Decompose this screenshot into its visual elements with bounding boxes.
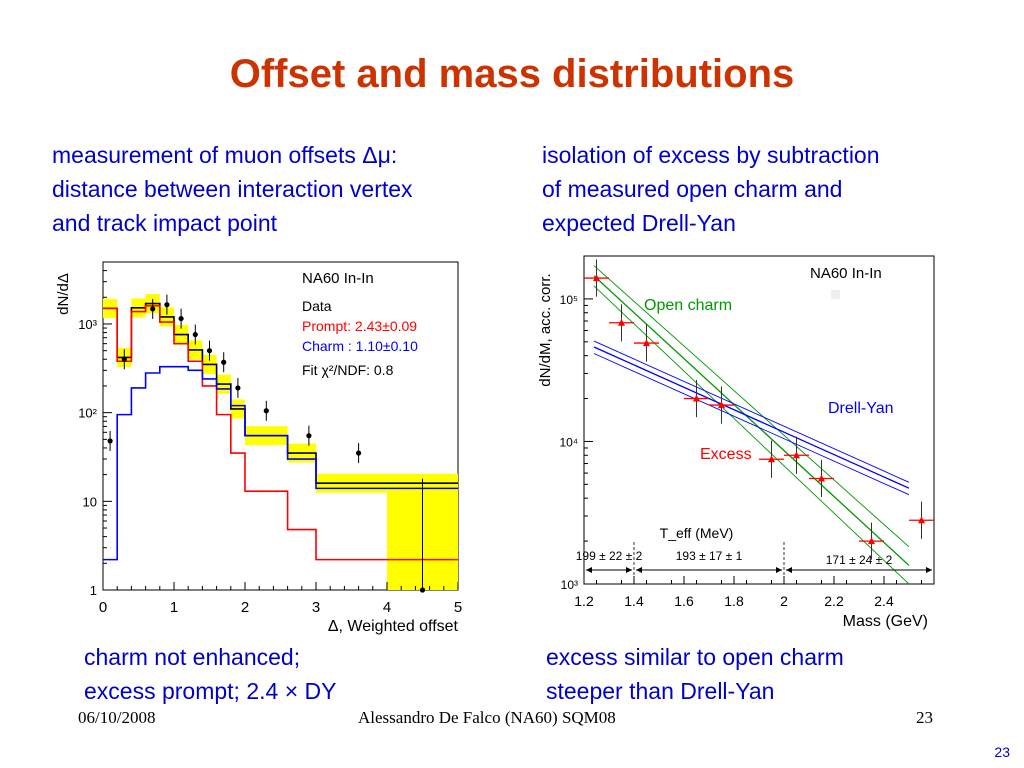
mass-spectrum-chart: 1.2 1.4 1.6 1.8 2 2.2 2.4 10³ 10⁴ 10⁵ 199 ± 22 ± 2… — [537, 255, 935, 630]
legend-fit: Fit χ²/NDF: 0.8 — [302, 362, 394, 378]
legend-data: Data — [302, 298, 332, 314]
left-caption-line: charm not enhanced; — [84, 644, 301, 670]
right-description-line: expected Drell-Yan — [542, 210, 736, 236]
excess-data-point — [618, 318, 625, 326]
right-caption-line: excess similar to open charm — [546, 644, 844, 670]
x-tick-label: 2 — [780, 593, 788, 609]
y-axis-label: dN/dM, acc. corr. — [537, 273, 554, 386]
y-tick-label: 10 — [83, 494, 97, 509]
excess-data-point — [643, 339, 650, 347]
data-point — [235, 385, 241, 391]
left-description: measurement of muon offsets Δμ: distance… — [52, 138, 413, 240]
y-tick-label: 1 — [90, 583, 97, 598]
small-marker — [831, 290, 840, 299]
y-tick-label: 10⁵ — [560, 293, 578, 307]
x-tick-label: 4 — [383, 599, 391, 616]
footer-author: Alessandro De Falco (NA60) SQM08 — [358, 708, 616, 727]
y-tick-label: 10² — [78, 406, 97, 421]
y-tick-label: 10⁴ — [559, 435, 578, 449]
teff-arrowhead — [926, 567, 932, 573]
left-description-line: distance between interaction vertex — [52, 176, 413, 202]
x-tick-label: 2.4 — [874, 593, 894, 609]
open-charm-band-edge — [593, 265, 910, 548]
x-axis-label: Mass (GeV) — [843, 613, 928, 630]
right-caption-line: steeper than Drell-Yan — [546, 678, 775, 704]
data-point — [178, 315, 184, 322]
y-axis-label: dN/dΔ — [55, 273, 72, 315]
slide-title: Offset and mass distributions — [229, 52, 795, 96]
teff-value-mid: 193 ± 17 ± 1 — [676, 549, 743, 563]
x-tick-label: 2.2 — [824, 593, 844, 609]
data-point — [121, 356, 127, 362]
x-tick-label: 1.8 — [724, 593, 744, 609]
drell-yan-label: Drell-Yan — [828, 400, 894, 417]
teff-arrowhead — [586, 567, 592, 573]
right-caption: excess similar to open charm steeper tha… — [546, 640, 844, 708]
excess-data-point — [718, 401, 725, 409]
left-caption-line: excess prompt; 2.4 × DY — [84, 678, 337, 704]
drell-yan-line — [593, 346, 910, 489]
y-tick-label: 10³ — [78, 317, 97, 332]
drell-yan-band-edge — [593, 353, 910, 496]
data-point — [206, 348, 213, 354]
right-description: isolation of excess by subtraction of me… — [542, 138, 880, 240]
teff-label: T_eff (MeV) — [660, 525, 734, 541]
prompt-histogram — [103, 305, 458, 561]
x-tick-label: 0 — [99, 599, 107, 616]
footer-page-number: 23 — [916, 708, 933, 727]
teff-value-low: 199 ± 22 ± 2 — [576, 549, 643, 563]
legend-charm: Charm : 1.10±0.10 — [302, 338, 418, 354]
charm-histogram — [103, 365, 458, 561]
x-tick-label: 2 — [241, 599, 249, 616]
data-point — [164, 302, 170, 308]
excess-data-point — [918, 516, 925, 524]
excess-label: Excess — [700, 446, 752, 463]
x-tick-label: 3 — [312, 599, 320, 616]
drell-yan-band-edge — [593, 340, 910, 483]
excess-data-point — [793, 451, 800, 459]
chart-title: NA60 In-In — [302, 270, 374, 287]
x-tick-label: 5 — [454, 599, 462, 616]
excess-data-point — [593, 274, 600, 282]
x-tick-label: 1 — [170, 599, 178, 616]
teff-arrowhead — [776, 567, 782, 573]
teff-arrowhead — [626, 567, 632, 573]
x-tick-label: 1.2 — [574, 593, 594, 609]
corner-page-number: 23 — [994, 744, 1010, 760]
plot-frame — [583, 255, 935, 585]
footer-date: 06/10/2008 — [78, 708, 156, 727]
x-tick-label: 1.4 — [624, 593, 644, 609]
x-tick-label: 1.6 — [674, 593, 694, 609]
excess-data-point — [768, 455, 775, 463]
excess-data-point — [693, 394, 700, 402]
teff-arrowhead — [636, 567, 642, 573]
excess-data-point — [868, 537, 875, 545]
data-point — [150, 306, 156, 312]
data-point — [306, 433, 312, 439]
right-description-line: of measured open charm and — [542, 176, 843, 202]
data-point — [263, 408, 269, 414]
legend-prompt: Prompt: 2.43±0.09 — [302, 318, 417, 334]
y-tick-label: 10³ — [561, 578, 578, 592]
teff-value-high: 171 ± 24 ± 2 — [826, 553, 893, 567]
excess-data-point — [818, 474, 825, 482]
left-description-line: and track impact point — [52, 210, 278, 236]
data-point — [192, 331, 198, 338]
chart-title: NA60 In-In — [810, 265, 882, 282]
teff-arrowhead — [786, 567, 792, 573]
left-caption: charm not enhanced; excess prompt; 2.4 ×… — [84, 640, 336, 708]
open-charm-fit-line — [593, 275, 910, 566]
data-point — [221, 359, 227, 365]
data-point — [107, 438, 113, 444]
x-axis-label: Δ, Weighted offset — [328, 618, 459, 635]
left-description-line: measurement of muon offsets Δμ: — [52, 142, 398, 168]
right-description-line: isolation of excess by subtraction — [542, 142, 880, 168]
open-charm-label: Open charm — [644, 297, 732, 314]
data-point — [356, 450, 362, 456]
